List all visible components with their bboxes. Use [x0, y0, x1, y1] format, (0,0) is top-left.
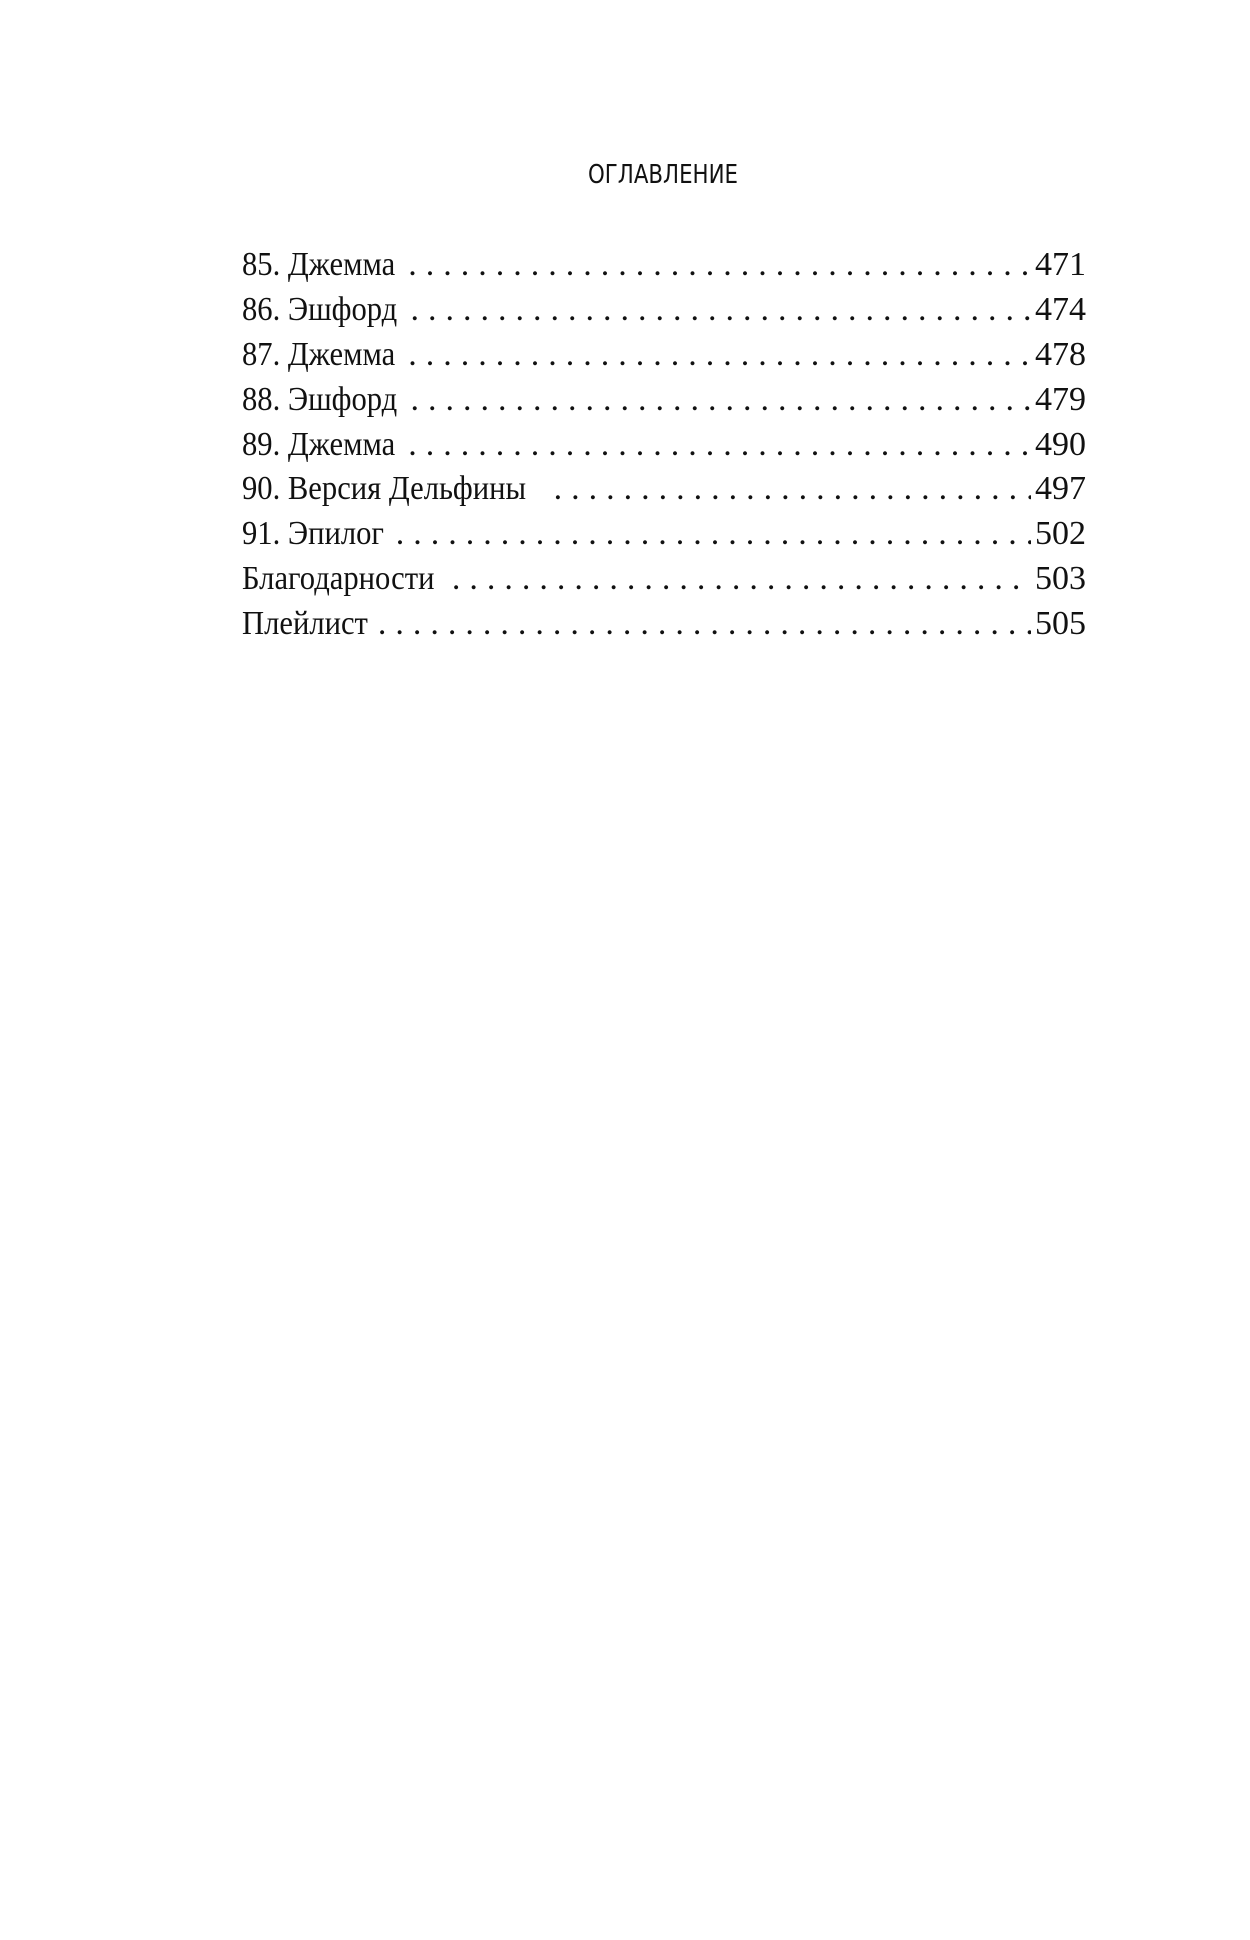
toc-entry-page: 474 — [1035, 290, 1086, 328]
toc-entry-label: 86. Эшфорд — [242, 290, 398, 328]
toc-entry-page: 490 — [1035, 425, 1086, 463]
toc-entry[interactable]: 91. Эпилог..............................… — [242, 512, 1086, 557]
toc-entry-page: 502 — [1035, 515, 1086, 553]
toc-entry-page: 478 — [1035, 335, 1086, 373]
dot-leader: ........................................… — [410, 290, 1031, 328]
toc-entry[interactable]: 85. Джемма..............................… — [242, 243, 1086, 288]
toc-entry-page: 503 — [1035, 560, 1086, 598]
toc-entry[interactable]: 89. Джемма..............................… — [242, 423, 1086, 468]
table-of-contents: 85. Джемма..............................… — [242, 243, 1086, 647]
toc-entry-label: 88. Эшфорд — [242, 380, 398, 418]
toc-entry-label: 90. Версия Дельфины — [242, 470, 527, 508]
toc-entry-page: 471 — [1035, 246, 1086, 283]
dot-leader: ........................................… — [408, 425, 1031, 463]
toc-entry[interactable]: 88. Эшфорд..............................… — [242, 378, 1086, 423]
toc-title: ОГЛАВЛЕНИЕ — [588, 160, 738, 190]
toc-entry-label: Благодарности — [242, 560, 435, 598]
toc-entry-label: 87. Джемма — [242, 335, 396, 373]
dot-leader: ........................................… — [377, 605, 1031, 643]
dot-leader: ........................................… — [408, 246, 1031, 283]
toc-entry-label: 85. Джемма — [242, 246, 396, 283]
toc-entry[interactable]: Благодарности...........................… — [242, 557, 1086, 602]
dot-leader: ........................................… — [395, 515, 1031, 553]
dot-leader: ........................................… — [451, 560, 1031, 598]
toc-entry[interactable]: 90. Версия Дельфины.....................… — [242, 467, 1086, 512]
toc-entry[interactable]: Плейлист................................… — [242, 602, 1086, 647]
toc-entry-label: 89. Джемма — [242, 425, 396, 463]
dot-leader: ........................................… — [410, 380, 1031, 418]
toc-entry-label: 91. Эпилог — [242, 515, 384, 553]
toc-entry-label: Плейлист — [242, 605, 368, 643]
toc-entry-page: 479 — [1035, 380, 1086, 418]
dot-leader: ........................................… — [553, 470, 1031, 508]
toc-entry-page: 497 — [1035, 470, 1086, 508]
dot-leader: ........................................… — [408, 335, 1031, 373]
toc-entry-page: 505 — [1035, 605, 1086, 643]
toc-entry[interactable]: 87. Джемма..............................… — [242, 333, 1086, 378]
toc-entry[interactable]: 86. Эшфорд..............................… — [242, 288, 1086, 333]
